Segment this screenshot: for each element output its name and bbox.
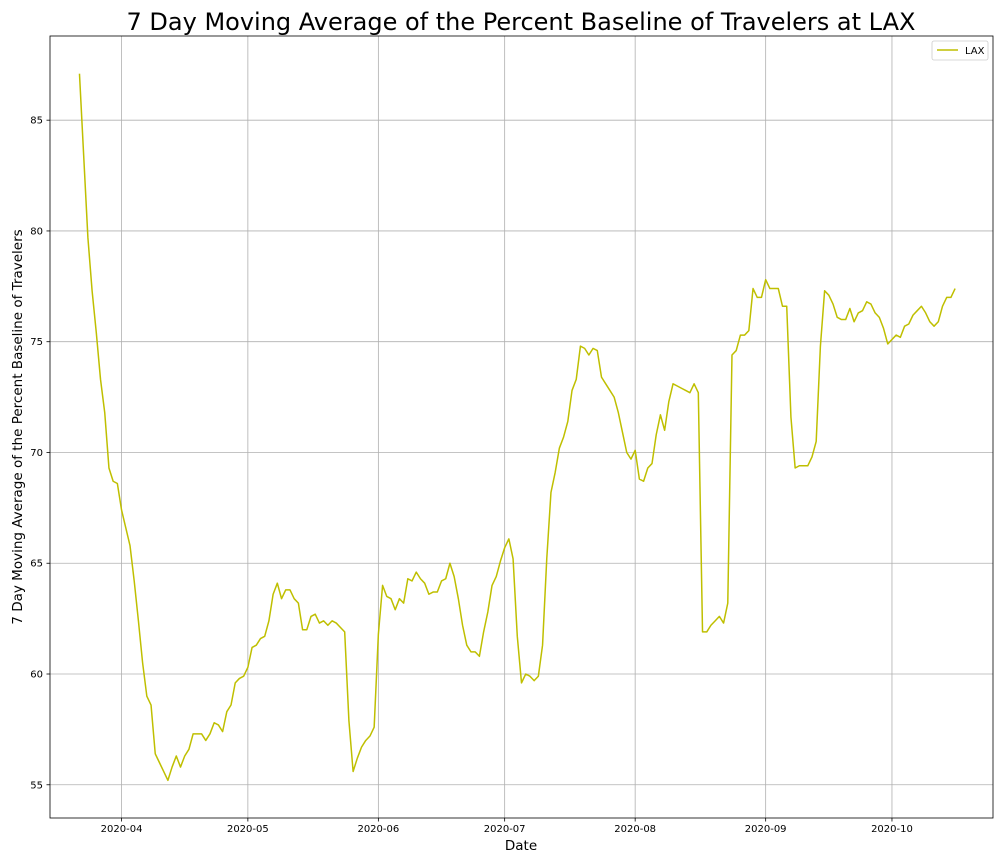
y-tick-label: 70: [30, 448, 43, 459]
grid: [50, 36, 993, 818]
y-tick-label: 55: [30, 780, 43, 791]
x-tick-label: 2020-08: [614, 824, 656, 835]
plot-frame: [49, 35, 994, 819]
x-tick-label: 2020-07: [484, 824, 526, 835]
legend-box: [931, 40, 989, 61]
x-axis-label: Date: [505, 838, 537, 854]
x-tick-label: 2020-05: [227, 824, 269, 835]
y-axis: 55 60 65 70 75 80 85: [30, 116, 50, 791]
y-tick-label: 60: [30, 670, 43, 681]
x-tick-label: 2020-04: [101, 824, 143, 835]
chart-title: 7 Day Moving Average of the Percent Base…: [127, 8, 916, 36]
x-axis: 2020-04 2020-05 2020-06 2020-07 2020-08 2020-…: [101, 818, 913, 835]
series-line-lax: [78, 73, 956, 782]
legend: LAX: [931, 40, 989, 61]
y-tick-label: 65: [30, 559, 43, 570]
legend-label-lax: LAX: [965, 46, 985, 57]
x-tick-label: 2020-06: [357, 824, 399, 835]
y-tick-label: 85: [30, 116, 43, 127]
y-tick-label: 75: [30, 337, 43, 348]
y-axis-label: 7 Day Moving Average of the Percent Base…: [10, 229, 26, 624]
plot-area: [49, 35, 994, 819]
x-tick-label: 2020-09: [745, 824, 787, 835]
plot-background: [50, 36, 993, 818]
series-layer: [78, 73, 956, 782]
x-tick-label: 2020-10: [871, 824, 913, 835]
y-tick-label: 80: [30, 226, 43, 237]
